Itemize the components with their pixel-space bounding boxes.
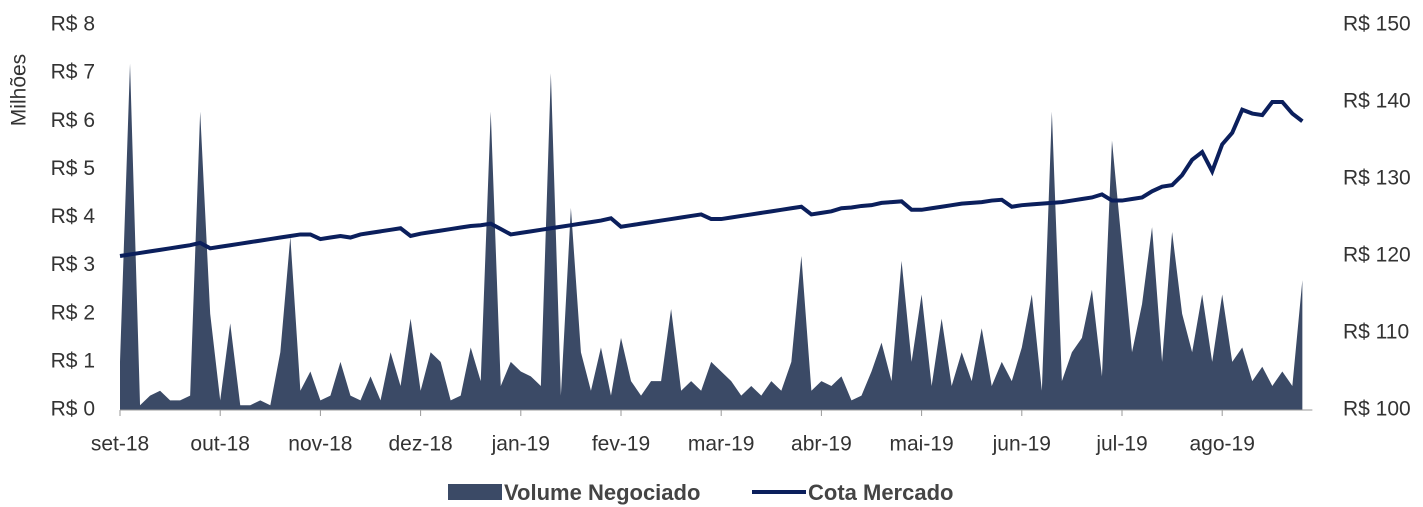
x-tick-label: jun-19: [992, 433, 1051, 456]
y-tick-label: R$ 5: [51, 157, 95, 180]
x-tick-label: set-18: [91, 433, 149, 456]
x-tick-label: fev-19: [592, 433, 650, 456]
x-tick-label: mai-19: [889, 433, 953, 456]
line: [119, 100, 1304, 258]
x-tick-label: nov-18: [288, 433, 352, 456]
y-tick-label: R$ 3: [51, 253, 95, 276]
x-tick-label: jul-19: [1095, 433, 1147, 456]
y2-tick-label: R$ 150: [1343, 13, 1411, 36]
y2-tick-label: R$ 130: [1343, 167, 1411, 190]
y-tick-label: R$ 0: [51, 398, 95, 421]
y-tick-label: R$ 6: [51, 109, 95, 132]
legend-swatch: [448, 484, 502, 500]
y-tick-label: R$ 4: [51, 205, 96, 228]
legend-label: Volume Negociado: [504, 480, 700, 505]
y2-tick-label: R$ 100: [1343, 398, 1411, 421]
y2-tick-label: R$ 110: [1343, 321, 1409, 344]
x-tick-label: ago-19: [1190, 433, 1255, 456]
x-tick-label: jan-19: [491, 433, 550, 456]
x-tick-label: mar-19: [688, 433, 755, 456]
area: [120, 63, 1303, 410]
y2-tick-label: R$ 140: [1343, 90, 1411, 113]
x-tick-label: out-18: [190, 433, 250, 456]
y-tick-label: R$ 7: [51, 61, 95, 84]
legend-label: Cota Mercado: [808, 480, 953, 505]
y-tick-label: R$ 1: [51, 349, 95, 372]
y-axis-title: Milhões: [8, 54, 31, 126]
y2-tick-label: R$ 120: [1343, 244, 1411, 267]
y-tick-label: R$ 2: [51, 301, 95, 324]
y-tick-label: R$ 8: [51, 13, 95, 36]
x-tick-label: dez-18: [388, 433, 452, 456]
x-tick-label: abr-19: [791, 433, 852, 456]
